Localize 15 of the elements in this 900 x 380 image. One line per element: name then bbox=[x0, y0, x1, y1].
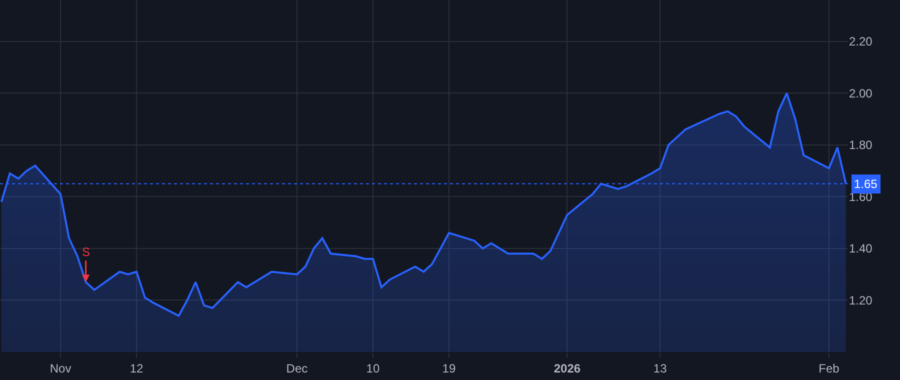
ref-line-label: 1.65 bbox=[854, 177, 878, 191]
y-tick-label: 1.80 bbox=[849, 138, 873, 152]
x-tick-label: 2026 bbox=[554, 361, 581, 376]
y-tick-label: 1.20 bbox=[849, 293, 873, 308]
x-tick-label: Dec bbox=[286, 361, 308, 376]
y-tick-label: 1.40 bbox=[849, 242, 873, 256]
y-tick-label: 2.00 bbox=[849, 86, 873, 100]
x-tick-label: 13 bbox=[653, 361, 668, 376]
x-tick-label: Nov bbox=[50, 361, 72, 376]
annotation: S bbox=[82, 245, 90, 259]
y-tick-label: 2.20 bbox=[849, 34, 873, 49]
x-tick-label: 19 bbox=[442, 361, 456, 376]
x-tick-label: Feb bbox=[818, 361, 840, 376]
x-tick-label: 12 bbox=[130, 361, 144, 376]
x-tick-label: 10 bbox=[366, 361, 380, 376]
